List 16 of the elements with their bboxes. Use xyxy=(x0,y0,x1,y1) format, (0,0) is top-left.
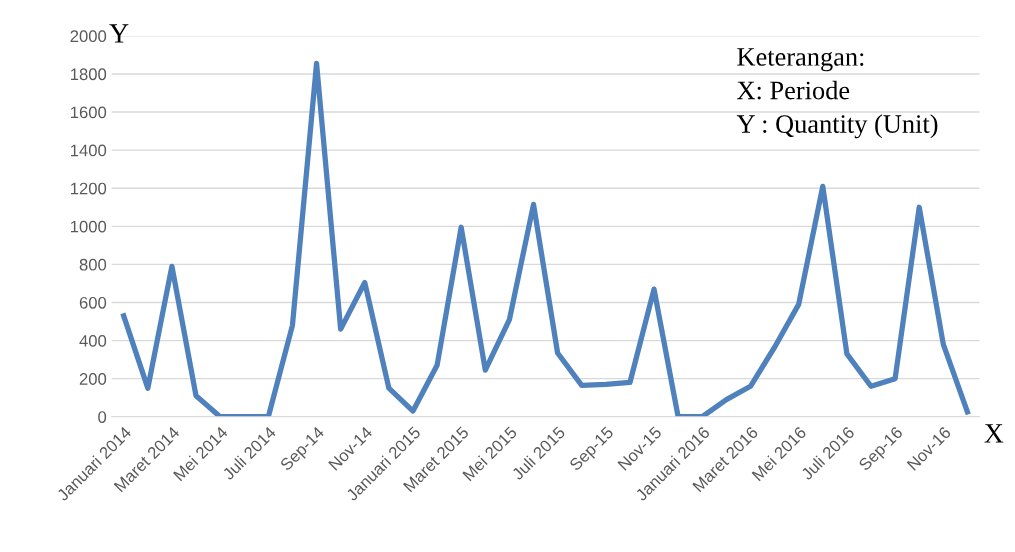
y-tick-label: 800 xyxy=(79,258,107,271)
y-axis-title: Y xyxy=(109,24,129,43)
y-tick-label: 1000 xyxy=(70,220,107,233)
y-tick-label: 1600 xyxy=(70,106,107,119)
annotation: X: Periode xyxy=(737,80,850,100)
y-tick-label: 1800 xyxy=(70,68,107,81)
y-tick-label: 600 xyxy=(79,296,107,309)
y-tick-label: 0 xyxy=(98,411,107,423)
y-tick-label: 400 xyxy=(79,334,107,347)
y-tick-label: 200 xyxy=(79,373,107,385)
x-axis-title: X xyxy=(984,424,1004,443)
annotation: Y : Quantity (Unit) xyxy=(736,114,938,139)
annotation: Keterangan: xyxy=(737,48,864,72)
y-tick-label: 1400 xyxy=(70,144,107,157)
y-tick-label: 2000 xyxy=(70,30,107,43)
y-tick-label: 1200 xyxy=(70,182,107,195)
